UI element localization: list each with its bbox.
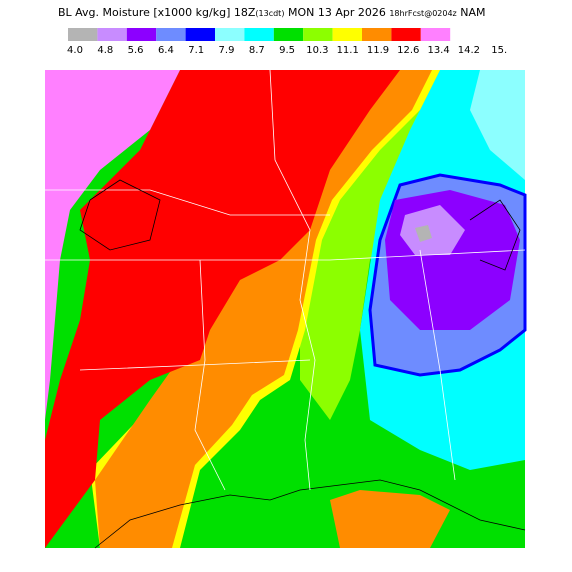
legend-label: 7.9 xyxy=(219,45,235,56)
field-lavender xyxy=(400,205,465,255)
coastline xyxy=(94,479,526,549)
legend-label: 10.3 xyxy=(306,45,328,56)
legend-swatch xyxy=(244,28,274,41)
state-border xyxy=(419,249,456,481)
legend-swatch xyxy=(126,28,157,41)
legend-swatch xyxy=(97,28,127,41)
field-lightcyan xyxy=(470,70,525,180)
field-red xyxy=(45,70,400,548)
legend-swatch xyxy=(391,28,421,41)
field-gray xyxy=(415,225,432,242)
map-title: BL Avg. Moisture [x1000 kg/kg] 18Z(13cdt… xyxy=(58,6,486,19)
field-pink xyxy=(45,70,180,420)
field-orange xyxy=(95,70,432,548)
legend-label: 5.6 xyxy=(128,45,144,56)
legend-label: 13.4 xyxy=(427,45,449,56)
map xyxy=(45,69,527,549)
legend-swatch xyxy=(332,28,362,41)
legend-label: 6.4 xyxy=(158,45,174,56)
legend-label: 9.5 xyxy=(279,45,295,56)
field-gulf-orange xyxy=(330,490,450,548)
state-border xyxy=(45,249,526,261)
legend-swatch xyxy=(185,28,215,41)
state-border xyxy=(45,189,330,216)
legend-label: 11.9 xyxy=(367,45,389,56)
legend-swatch xyxy=(420,28,451,41)
legend-label: 8.7 xyxy=(249,45,265,56)
legend-label: 15. xyxy=(491,45,507,56)
legend-swatch xyxy=(68,28,98,41)
state-border xyxy=(79,359,311,371)
contour-blue xyxy=(368,173,527,377)
state-border xyxy=(269,69,316,491)
legend-label: 11.1 xyxy=(337,45,359,56)
legend-label: 12.6 xyxy=(397,45,419,56)
legend-label: 4.0 xyxy=(67,45,83,56)
legend-swatch xyxy=(362,28,392,41)
contour xyxy=(469,199,521,271)
state-border xyxy=(194,259,226,491)
legend: 4.0 4.8 5.6 6.4 7.1 7.9 8.7 9.5 10.3 11.1 11.9 12.6… xyxy=(67,28,507,56)
legend-label: 14.2 xyxy=(458,45,480,56)
legend-swatch xyxy=(215,28,245,41)
legend-label: 4.8 xyxy=(97,45,113,56)
legend-swatch xyxy=(156,28,186,41)
contour xyxy=(79,179,161,251)
legend-swatch xyxy=(273,28,304,41)
legend-swatch xyxy=(303,28,333,41)
legend-label: 7.1 xyxy=(188,45,204,56)
